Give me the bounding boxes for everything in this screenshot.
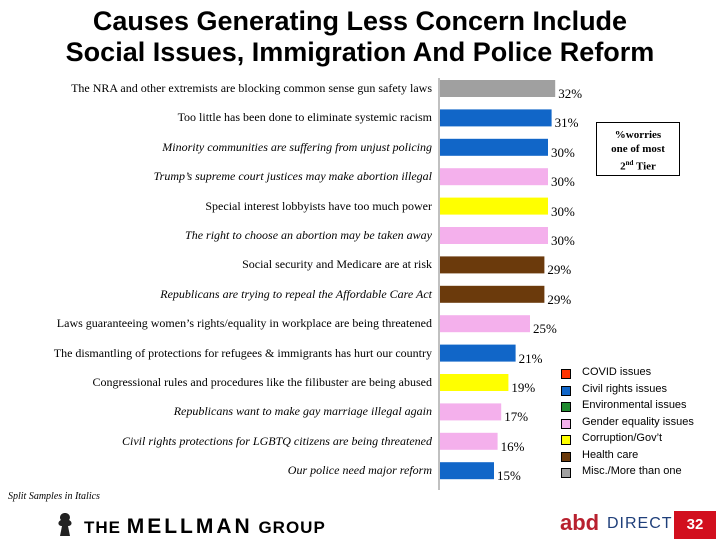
legend-label-4: Gender equality issues — [582, 415, 694, 428]
value-label-13: 16% — [500, 438, 525, 454]
mellman-group-wordmark: THE MELLMAN GROUP — [84, 515, 326, 538]
category-label-10: The dismantling of protections for refug… — [53, 345, 432, 360]
abd-logo: abd — [560, 510, 600, 535]
bar-4 — [440, 168, 548, 186]
direct-logo-text: DIRECT — [607, 515, 673, 532]
value-label-10: 21% — [518, 350, 543, 366]
legend-label-3: Environmental issues — [582, 399, 687, 411]
category-label-14: Our police need major reform — [287, 463, 432, 478]
legend-label-5: Corruption/Gov’t — [582, 432, 663, 444]
title-line-1: Causes Generating Less Concern Include — [92, 6, 628, 36]
legend-swatch-5 — [561, 435, 571, 445]
value-label-6: 30% — [551, 233, 575, 248]
legend-label-2: Civil rights issues — [582, 382, 667, 395]
category-label-13: Civil rights protections for LGBTQ citiz… — [122, 433, 432, 448]
legend-swatch-3 — [561, 402, 571, 412]
legend-swatch-2 — [561, 385, 571, 396]
bar-6 — [440, 227, 548, 244]
legend-swatch-6 — [561, 451, 571, 462]
value-label-12: 17% — [504, 409, 529, 425]
category-label-7: Social security and Medicare are at risk — [242, 257, 432, 272]
mellman-logo-icon — [58, 513, 72, 536]
page-title: Causes Generating Less Concern Include S… — [0, 6, 720, 68]
category-label-1: The NRA and other extremists are blockin… — [71, 81, 432, 95]
category-label-4: Trump’s supreme court justices may make … — [153, 169, 432, 184]
bar-1 — [440, 80, 556, 97]
bar-11 — [440, 374, 509, 391]
category-label-11: Congressional rules and procedures like … — [92, 375, 432, 389]
page-number: 32 — [674, 511, 716, 539]
bar-chart — [438, 78, 556, 490]
worries-note-box: %worries one of most 2nd Tier — [596, 122, 680, 176]
value-label-5: 30% — [551, 203, 575, 219]
category-label-3: Minority communities are suffering from … — [162, 139, 432, 154]
value-label-8: 29% — [547, 291, 572, 307]
bar-9 — [440, 315, 530, 333]
value-label-9: 25% — [533, 321, 557, 337]
note-line-1: %worries — [614, 129, 662, 141]
bar-12 — [440, 403, 502, 421]
value-label-2: 31% — [554, 115, 579, 131]
value-label-3: 30% — [551, 144, 575, 160]
legend-label-7: Misc./More than one — [582, 465, 682, 477]
bar-5 — [440, 197, 548, 215]
value-label-11: 19% — [511, 380, 536, 395]
category-label-6: The right to choose an abortion may be t… — [185, 228, 432, 242]
bar-10 — [440, 344, 516, 362]
bar-14 — [440, 462, 494, 480]
value-label-7: 29% — [547, 262, 572, 278]
legend-label-6: Health care — [582, 448, 639, 461]
legend-label-1: COVID issues — [582, 366, 652, 378]
legend-swatch-7 — [561, 468, 571, 478]
value-label-14: 15% — [497, 468, 521, 484]
category-label-2: Too little has been done to eliminate sy… — [177, 110, 432, 125]
bar-7 — [440, 256, 545, 274]
bar-3 — [440, 138, 548, 156]
category-label-9: Laws guaranteeing women’s rights/equalit… — [56, 316, 432, 331]
bar-13 — [440, 432, 498, 450]
title-line-2: Social Issues, Immigration And Police Re… — [65, 37, 655, 67]
legend-swatch-1 — [561, 369, 571, 379]
bar-8 — [440, 285, 545, 303]
value-label-1: 32% — [558, 86, 583, 101]
value-label-4: 30% — [551, 174, 575, 190]
note-line-3: 2nd Tier — [620, 159, 656, 173]
category-label-5: Special interest lobbyists have too much… — [205, 198, 432, 213]
bar-2 — [440, 109, 552, 127]
category-label-8: Republicans are trying to repeal the Aff… — [160, 286, 432, 301]
category-label-12: Republicans want to make gay marriage il… — [173, 404, 432, 419]
split-samples-note: Split Samples in Italics — [8, 491, 100, 502]
legend-swatch-4 — [561, 418, 571, 429]
note-line-2: one of most — [611, 143, 665, 155]
